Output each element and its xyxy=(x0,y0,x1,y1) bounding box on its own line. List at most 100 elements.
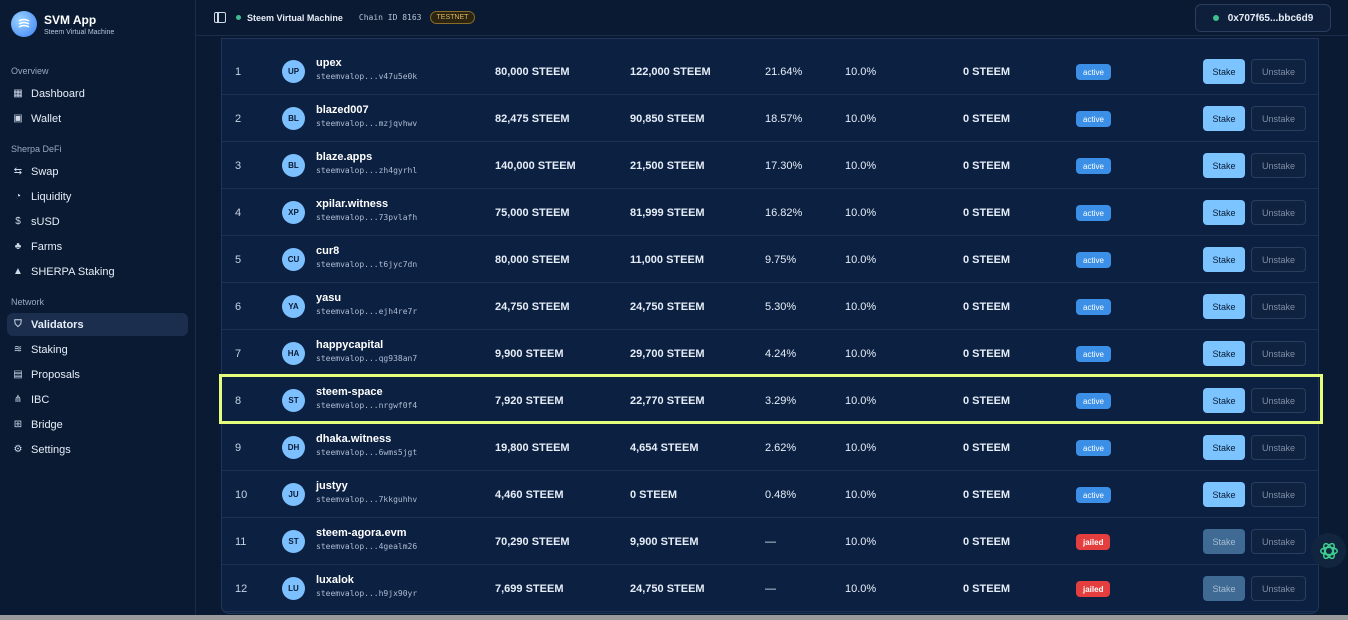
avatar: BL xyxy=(282,107,305,130)
validator-name[interactable]: justyy xyxy=(316,480,348,492)
stake-button[interactable]: Stake xyxy=(1203,529,1245,554)
sidebar-item-validators[interactable]: ⛉ Validators xyxy=(7,313,188,336)
stake-button[interactable]: Stake xyxy=(1203,576,1245,601)
validator-info: xpilar.witness steemvalop...73pvlafh xyxy=(316,198,417,222)
table-row: 4 XP xpilar.witness steemvalop...73pvlaf… xyxy=(222,189,1318,236)
avatar: CU xyxy=(282,248,305,271)
unstake-button[interactable]: Unstake xyxy=(1251,435,1306,460)
logo-icon xyxy=(11,11,37,37)
commission: 10.0% xyxy=(845,582,877,595)
sidebar-item-farms[interactable]: ♣ Farms xyxy=(7,235,188,258)
stake-button[interactable]: Stake xyxy=(1203,435,1245,460)
wallet-icon: ▣ xyxy=(13,113,23,124)
wallet-button[interactable]: 0x707f65...bbc6d9 xyxy=(1195,4,1331,32)
commission: 10.0% xyxy=(845,253,877,266)
status-badge: active xyxy=(1076,205,1111,221)
avatar: DH xyxy=(282,436,305,459)
sidebar-item-proposals[interactable]: ▤ Proposals xyxy=(7,363,188,386)
validator-info: blaze.apps steemvalop...zh4gyrhl xyxy=(316,151,417,175)
validator-address: steemvalop...ejh4re7r xyxy=(316,307,418,316)
status-badge: jailed xyxy=(1076,534,1111,550)
sidebar-item-sherpa-staking[interactable]: ▲ SHERPA Staking xyxy=(7,260,188,283)
validator-name[interactable]: steem-space xyxy=(316,386,383,398)
unstake-button[interactable]: Unstake xyxy=(1251,482,1306,507)
sidebar-item-dashboard[interactable]: ▦ Dashboard xyxy=(7,82,188,105)
stake-button[interactable]: Stake xyxy=(1203,153,1245,178)
unstake-button[interactable]: Unstake xyxy=(1251,153,1306,178)
sidebar-item-label: Bridge xyxy=(31,418,63,431)
sidebar-item-staking[interactable]: ≋ Staking xyxy=(7,338,188,361)
horizontal-scrollbar[interactable] xyxy=(0,615,1348,620)
sidebar-item-wallet[interactable]: ▣ Wallet xyxy=(7,107,188,130)
brand[interactable]: SVM App Steem Virtual Machine xyxy=(0,0,195,48)
total-stake: 4,460 STEEM xyxy=(495,488,564,501)
validator-name[interactable]: steem-agora.evm xyxy=(316,527,407,539)
sidebar-item-susd[interactable]: $ sUSD xyxy=(7,210,188,233)
unstake-button[interactable]: Unstake xyxy=(1251,529,1306,554)
rank: 10 xyxy=(235,488,248,501)
unstake-button[interactable]: Unstake xyxy=(1251,247,1306,272)
stake-button[interactable]: Stake xyxy=(1203,247,1245,272)
validator-address: steemvalop...7kkguhhv xyxy=(316,495,418,504)
validator-name[interactable]: happycapital xyxy=(316,339,384,351)
stake-button[interactable]: Stake xyxy=(1203,294,1245,319)
validator-name[interactable]: yasu xyxy=(316,292,342,304)
delegated-stake: 81,999 STEEM xyxy=(630,206,705,219)
stake-button[interactable]: Stake xyxy=(1203,388,1245,413)
delegated-stake: 0 STEEM xyxy=(630,488,678,501)
unstake-button[interactable]: Unstake xyxy=(1251,106,1306,131)
avatar: ST xyxy=(282,389,305,412)
unstake-button[interactable]: Unstake xyxy=(1251,341,1306,366)
total-stake: 9,900 STEEM xyxy=(495,347,564,360)
sidebar-item-ibc[interactable]: ⋔ IBC xyxy=(7,388,188,411)
sidebar-item-label: Settings xyxy=(31,443,71,456)
commission: 10.0% xyxy=(845,112,877,125)
validator-name[interactable]: xpilar.witness xyxy=(316,198,389,210)
unstake-button[interactable]: Unstake xyxy=(1251,200,1306,225)
rank: 5 xyxy=(235,253,242,266)
stake-button[interactable]: Stake xyxy=(1203,482,1245,507)
unstake-button[interactable]: Unstake xyxy=(1251,576,1306,601)
status-badge: active xyxy=(1076,487,1111,503)
sidebar-item-swap[interactable]: ⇆ Swap xyxy=(7,160,188,183)
sidebar-section-title: Sherpa DeFi xyxy=(11,144,62,154)
rank: 7 xyxy=(235,347,242,360)
avatar: ST xyxy=(282,530,305,553)
commission: 10.0% xyxy=(845,394,877,407)
validator-name[interactable]: blaze.apps xyxy=(316,151,373,163)
sidebar-item-settings[interactable]: ⚙ Settings xyxy=(7,438,188,461)
table-row: 8 ST steem-space steemvalop...nrgwf0f4 7… xyxy=(222,377,1318,424)
sidebar-toggle-icon[interactable] xyxy=(214,12,226,23)
validator-name[interactable]: upex xyxy=(316,57,342,69)
avatar: BL xyxy=(282,154,305,177)
sidebar-item-bridge[interactable]: ⊞ Bridge xyxy=(7,413,188,436)
sidebar-item-label: Wallet xyxy=(31,112,62,125)
sidebar-item-liquidity[interactable]: ◔ Liquidity xyxy=(7,185,188,208)
stake-button[interactable]: Stake xyxy=(1203,59,1245,84)
validator-name[interactable]: cur8 xyxy=(316,245,340,257)
rank: 1 xyxy=(235,65,242,78)
app-subtitle: Steem Virtual Machine xyxy=(44,28,115,36)
unstake-button[interactable]: Unstake xyxy=(1251,294,1306,319)
stake-button[interactable]: Stake xyxy=(1203,200,1245,225)
stake-button[interactable]: Stake xyxy=(1203,341,1245,366)
gear-icon: ⚙ xyxy=(13,444,23,455)
table-row: 7 HA happycapital steemvalop...qg938an7 … xyxy=(222,330,1318,377)
validator-name[interactable]: luxalok xyxy=(316,574,354,586)
total-stake: 7,920 STEEM xyxy=(495,394,564,407)
app-name: SVM App xyxy=(44,12,97,27)
unstake-button[interactable]: Unstake xyxy=(1251,59,1306,84)
avatar: XP xyxy=(282,201,305,224)
validator-name[interactable]: blazed007 xyxy=(316,104,369,116)
sidebar-item-label: Proposals xyxy=(31,368,80,381)
validator-info: steem-agora.evm steemvalop...4gealm26 xyxy=(316,527,417,551)
validator-info: luxalok steemvalop...h9jx90yr xyxy=(316,574,417,598)
delegated-stake: 21,500 STEEM xyxy=(630,159,705,172)
stake-button[interactable]: Stake xyxy=(1203,106,1245,131)
assistant-icon[interactable] xyxy=(1311,533,1346,568)
self-stake: 0 STEEM xyxy=(963,112,1011,125)
validator-name[interactable]: dhaka.witness xyxy=(316,433,392,445)
unstake-button[interactable]: Unstake xyxy=(1251,388,1306,413)
avatar: LU xyxy=(282,577,305,600)
rank: 4 xyxy=(235,206,242,219)
